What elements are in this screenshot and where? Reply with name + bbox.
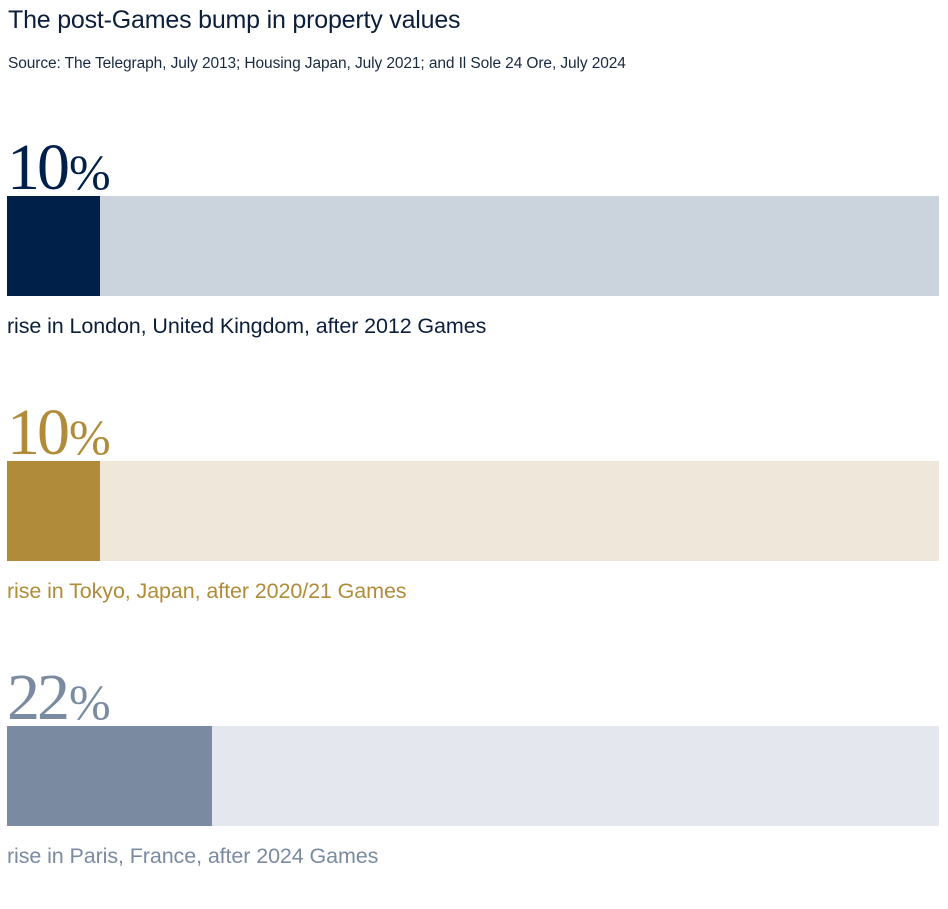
value-unit: %	[69, 144, 111, 200]
chart-title: The post-Games bump in property values	[8, 6, 461, 34]
bar-caption: rise in Paris, France, after 2024 Games	[7, 844, 379, 868]
value-label: 22%	[7, 665, 111, 731]
bar	[7, 726, 213, 826]
value-label: 10%	[7, 135, 111, 201]
chart-source: Source: The Telegraph, July 2013; Housin…	[8, 55, 626, 72]
bar-track	[7, 196, 939, 296]
bar-caption: rise in Tokyo, Japan, after 2020/21 Game…	[7, 579, 407, 603]
bar	[7, 461, 101, 561]
value-number: 22	[7, 661, 70, 734]
value-unit: %	[69, 409, 111, 465]
bar-track	[7, 726, 939, 826]
bar	[7, 196, 101, 296]
value-number: 10	[7, 396, 70, 469]
bar-track	[7, 461, 939, 561]
value-label: 10%	[7, 400, 111, 466]
value-number: 10	[7, 131, 70, 204]
value-unit: %	[69, 674, 111, 730]
bar-caption: rise in London, United Kingdom, after 20…	[7, 314, 487, 338]
